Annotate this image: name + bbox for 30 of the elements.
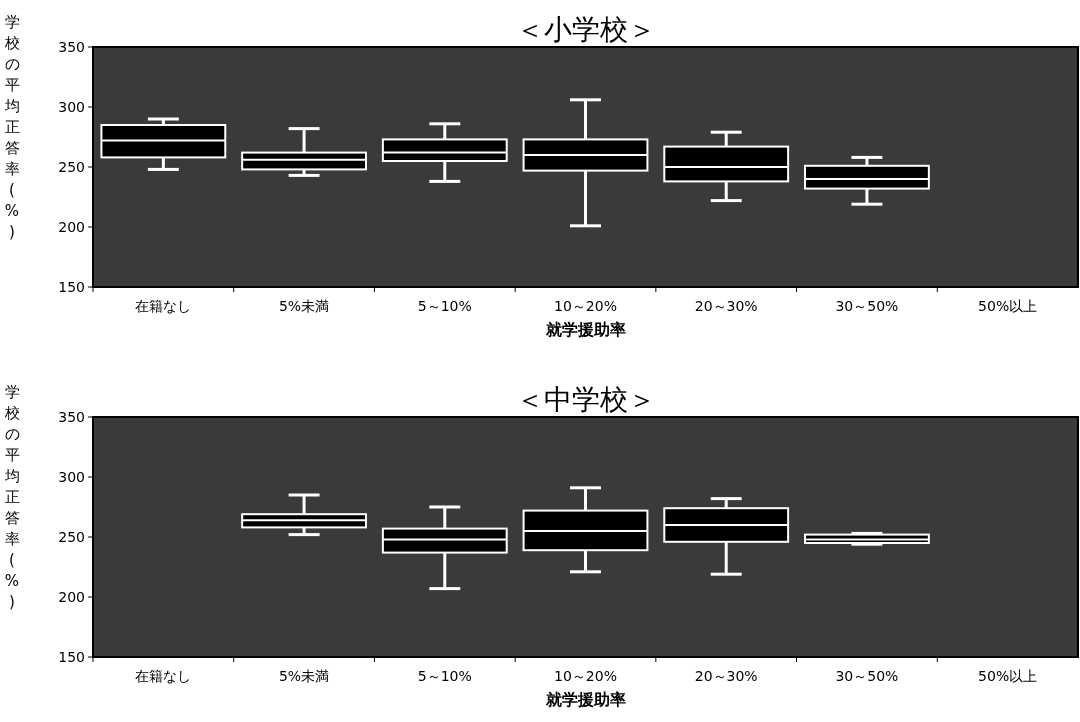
y-tick-label: 200 bbox=[58, 589, 85, 605]
x-tick-label: 在籍なし bbox=[135, 668, 192, 684]
x-tick-label: 5%未満 bbox=[278, 298, 330, 314]
y-tick-label: 150 bbox=[58, 649, 85, 665]
y-tick-label: 250 bbox=[58, 529, 85, 545]
x-tick-label: 10～20% bbox=[554, 668, 617, 684]
y-tick-label: 300 bbox=[58, 469, 85, 485]
x-tick-label: 30～50% bbox=[835, 668, 899, 684]
y-tick-label: 150 bbox=[58, 279, 85, 295]
x-axis-title: 就学援助率 bbox=[544, 320, 626, 339]
x-tick-label: 50%以上 bbox=[978, 298, 1038, 314]
y-tick-label: 250 bbox=[58, 159, 85, 175]
y-tick-label: 350 bbox=[58, 409, 85, 425]
chart-title: ＜小学校＞ bbox=[515, 13, 656, 46]
x-tick-label: 5～10% bbox=[417, 668, 472, 684]
x-tick-label: 30～50% bbox=[835, 298, 899, 314]
x-tick-label: 10～20% bbox=[554, 298, 617, 314]
x-tick-label: 5～10% bbox=[417, 298, 472, 314]
chart-title: ＜中学校＞ bbox=[515, 383, 656, 416]
y-tick-label: 350 bbox=[58, 39, 85, 55]
x-tick-label: 20～30% bbox=[694, 298, 758, 314]
x-tick-label: 20～30% bbox=[694, 668, 758, 684]
x-tick-label: 50%以上 bbox=[978, 668, 1038, 684]
x-tick-label: 在籍なし bbox=[135, 298, 192, 314]
text: 学校の平均正答率(%) bbox=[4, 383, 20, 611]
y-tick-label: 200 bbox=[58, 219, 85, 235]
x-tick-label: 5%未満 bbox=[278, 668, 330, 684]
x-axis-title: 就学援助率 bbox=[544, 690, 626, 709]
text: 学校の平均正答率(%) bbox=[4, 13, 20, 241]
y-tick-label: 300 bbox=[58, 99, 85, 115]
